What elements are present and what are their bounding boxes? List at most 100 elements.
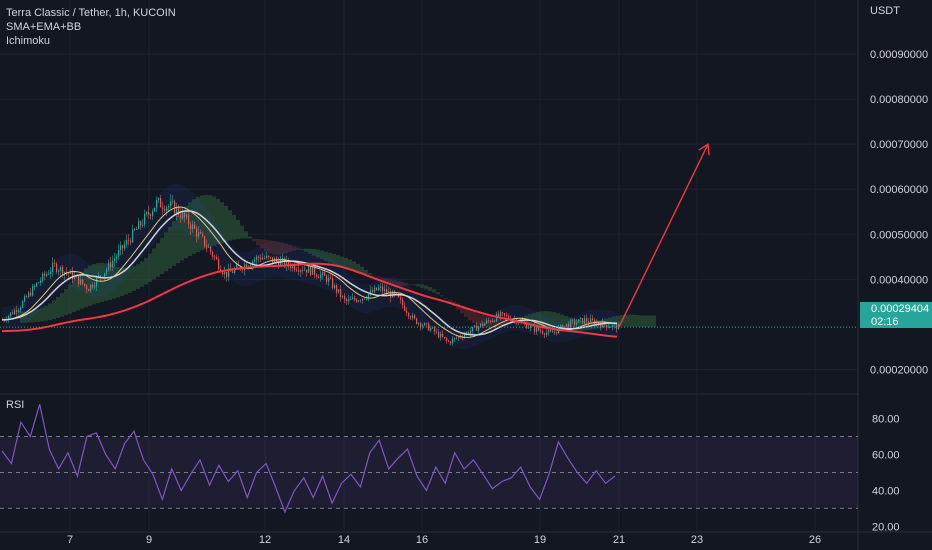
candle-body bbox=[364, 298, 366, 300]
cloud-segment bbox=[76, 275, 80, 311]
candle-body bbox=[596, 322, 598, 325]
candle-body bbox=[12, 312, 14, 314]
candle-body bbox=[304, 269, 306, 271]
cloud-segment bbox=[128, 267, 132, 293]
cloud-segment bbox=[216, 198, 220, 245]
cloud-segment bbox=[472, 311, 476, 323]
candle-body bbox=[204, 236, 206, 246]
cloud-segment bbox=[412, 284, 416, 286]
cloud-segment bbox=[544, 311, 548, 329]
candle-body bbox=[192, 224, 194, 230]
candle-body bbox=[586, 318, 588, 322]
candle-body bbox=[130, 240, 132, 243]
candle-body bbox=[488, 320, 490, 322]
candle-body bbox=[190, 224, 192, 230]
moving-averages bbox=[0, 206, 858, 338]
cloud-segment bbox=[492, 317, 496, 329]
cloud-segment bbox=[148, 253, 152, 282]
candle-body bbox=[228, 268, 230, 278]
candle-body bbox=[302, 270, 304, 271]
projection-arrow bbox=[618, 142, 710, 328]
candle-body bbox=[388, 291, 390, 293]
cloud-segment bbox=[368, 273, 372, 275]
candle-body bbox=[166, 207, 168, 211]
candle-body bbox=[312, 266, 314, 275]
candle-body bbox=[226, 271, 228, 278]
candle-body bbox=[144, 213, 146, 225]
candle-body bbox=[406, 310, 408, 314]
cloud-segment bbox=[428, 287, 432, 291]
cloud-segment bbox=[92, 263, 96, 305]
candle-body bbox=[492, 320, 494, 322]
candle-body bbox=[222, 272, 224, 275]
indicator-sma-ema-bb[interactable]: SMA+EMA+BB bbox=[6, 21, 82, 33]
time-tick-label: 7 bbox=[67, 534, 73, 546]
candle-body bbox=[202, 233, 204, 237]
candle-body bbox=[26, 296, 28, 297]
cloud-segment bbox=[328, 252, 332, 263]
candle-body bbox=[70, 270, 72, 274]
cloud-segment bbox=[384, 278, 388, 284]
rsi-label[interactable]: RSI bbox=[6, 399, 25, 411]
candle-body bbox=[338, 289, 340, 293]
candle-body bbox=[438, 331, 440, 338]
rsi-tick-label: 20.00 bbox=[872, 521, 900, 533]
candle-body bbox=[16, 309, 18, 313]
candle-body bbox=[306, 269, 308, 273]
candle-body bbox=[472, 326, 474, 331]
candle-body bbox=[158, 198, 160, 200]
candle-body bbox=[68, 272, 70, 274]
candle-body bbox=[354, 297, 356, 300]
cloud-segment bbox=[136, 264, 140, 289]
candle-body bbox=[444, 336, 446, 339]
cloud-segment bbox=[200, 195, 204, 251]
indicator-ichimoku[interactable]: Ichimoku bbox=[6, 35, 51, 47]
candle-body bbox=[566, 323, 568, 327]
candle-body bbox=[242, 269, 244, 271]
candle-body bbox=[458, 336, 460, 338]
candle-body bbox=[414, 315, 416, 319]
candle-body bbox=[610, 327, 612, 328]
candle-body bbox=[422, 325, 424, 327]
candle-body bbox=[330, 277, 332, 279]
candle-body bbox=[454, 337, 456, 339]
candle-body bbox=[300, 270, 302, 272]
candle-body bbox=[56, 263, 58, 272]
cloud-segment bbox=[100, 262, 104, 302]
cloud-segment bbox=[52, 300, 56, 320]
symbol-title[interactable]: Terra Classic / Tether, 1h, KUCOIN bbox=[6, 7, 176, 19]
cloud-segment bbox=[420, 284, 424, 288]
candle-body bbox=[148, 212, 150, 215]
candle-body bbox=[36, 282, 38, 286]
candle-body bbox=[208, 247, 210, 248]
candle-body bbox=[14, 309, 16, 314]
ichimoku-cloud bbox=[20, 194, 656, 331]
cloud-segment bbox=[224, 205, 228, 242]
candle-body bbox=[272, 257, 274, 263]
candle-body bbox=[536, 327, 538, 332]
candle-body bbox=[108, 262, 110, 270]
rsi-tick-label: 80.00 bbox=[872, 414, 900, 426]
candle-body bbox=[296, 269, 298, 271]
candle-body bbox=[546, 332, 548, 335]
candle-body bbox=[334, 285, 336, 288]
candle-body bbox=[256, 256, 258, 260]
candle-body bbox=[298, 270, 300, 272]
candle-body bbox=[128, 239, 130, 241]
cloud-segment bbox=[104, 263, 108, 301]
candle-body bbox=[80, 279, 82, 285]
candle-body bbox=[292, 264, 294, 269]
candle-body bbox=[288, 259, 290, 266]
cloud-segment bbox=[96, 262, 100, 304]
candle-body bbox=[504, 313, 506, 316]
cloud-segment bbox=[480, 314, 484, 327]
candle-body bbox=[592, 318, 594, 321]
cloud-segment bbox=[348, 259, 352, 270]
cloud-segment bbox=[280, 242, 284, 255]
candle-body bbox=[426, 323, 428, 324]
candle-body bbox=[72, 270, 74, 280]
candle-body bbox=[448, 340, 450, 342]
cloud-segment bbox=[260, 239, 264, 249]
cloud-segment bbox=[140, 261, 144, 287]
